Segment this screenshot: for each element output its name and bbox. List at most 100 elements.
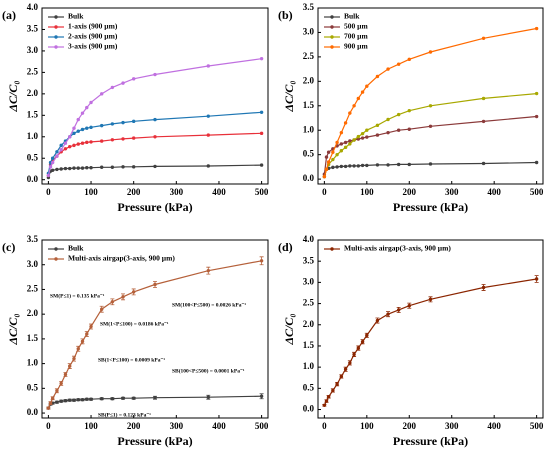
data-point: [396, 128, 401, 132]
x-tick-label: 0: [322, 421, 327, 431]
panel-label: (d): [278, 240, 293, 254]
data-point: [396, 112, 401, 117]
data-point: [85, 165, 89, 170]
data-point: [85, 397, 89, 401]
x-tick-label: 100: [84, 187, 98, 197]
y-tick-label: 2.5: [27, 284, 39, 294]
data-point: [59, 399, 63, 403]
data-point: [99, 165, 104, 169]
data-point: [85, 332, 89, 336]
data-point: [72, 126, 76, 130]
data-point: [331, 388, 335, 393]
y-tick-label: 1.0: [27, 358, 39, 368]
data-point: [356, 137, 361, 141]
data-point: [259, 259, 264, 263]
data-point: [324, 399, 329, 403]
data-point: [407, 108, 411, 113]
data-point: [99, 92, 104, 96]
x-axis-label: Pressure (kPa): [117, 200, 192, 214]
legend-label: 3-axis (900 µm): [68, 42, 118, 51]
data-point: [80, 111, 85, 115]
data-point: [326, 150, 331, 154]
data-point: [68, 398, 72, 402]
data-point: [131, 136, 136, 140]
legend-label: Bulk: [344, 12, 360, 21]
x-axis-label: Pressure (kPa): [393, 434, 468, 448]
plot-frame: [317, 239, 544, 419]
panel-label: (b): [278, 8, 293, 22]
data-point: [360, 340, 365, 344]
data-point: [63, 372, 68, 377]
data-point: [259, 110, 264, 115]
y-tick-label: 0.5: [303, 382, 315, 392]
data-point: [89, 100, 93, 105]
data-point: [348, 142, 352, 146]
data-point: [46, 406, 51, 410]
x-tick-label: 0: [46, 187, 51, 197]
data-point: [99, 397, 104, 401]
data-point: [331, 165, 335, 170]
data-point: [348, 164, 352, 168]
data-point: [481, 285, 486, 290]
data-point: [428, 124, 433, 129]
y-tick-label: 2.0: [27, 88, 39, 98]
data-point: [407, 303, 411, 308]
legend-marker: [330, 247, 334, 251]
panel-label: (a): [2, 8, 16, 22]
data-point: [360, 163, 365, 168]
y-tick-label: 3.0: [303, 27, 315, 37]
data-point: [48, 165, 53, 169]
data-point: [335, 165, 339, 169]
data-point: [481, 36, 486, 41]
data-point: [365, 135, 369, 139]
data-point: [153, 164, 157, 169]
data-point: [352, 104, 356, 108]
data-point: [386, 117, 390, 122]
data-point: [63, 141, 68, 145]
data-point: [153, 282, 157, 287]
series-line: [47, 132, 262, 176]
data-point: [110, 138, 115, 142]
annotation: SB(P≤1) = 0.123 kPa⁻¹: [98, 411, 151, 418]
data-point: [356, 134, 361, 139]
legend-marker: [54, 257, 58, 261]
plot-frame: [317, 7, 544, 185]
annotation: SM(100<P≤500) = 0.0026 kPa⁻¹: [172, 301, 246, 308]
plot-frame: [41, 7, 269, 185]
data-point: [206, 64, 211, 68]
y-tick-label: 1.0: [303, 124, 315, 134]
y-tick-label: 2.5: [27, 66, 39, 76]
y-tick-label: 0.0: [27, 174, 39, 184]
x-tick-label: 300: [170, 421, 184, 431]
data-point: [322, 174, 327, 179]
series-line: [47, 111, 262, 174]
data-point: [80, 339, 85, 344]
x-tick-label: 500: [255, 421, 269, 431]
x-axis-label: Pressure (kPa): [393, 200, 468, 214]
data-point: [72, 143, 76, 148]
data-point: [55, 400, 59, 404]
data-point: [110, 300, 115, 304]
data-point: [386, 163, 390, 167]
data-point: [72, 398, 76, 402]
data-point: [352, 138, 356, 142]
data-point: [360, 131, 365, 136]
data-point: [89, 324, 93, 329]
legend-marker: [54, 247, 58, 251]
data-point: [356, 164, 361, 168]
data-point: [121, 396, 125, 400]
data-point: [259, 56, 264, 61]
data-point: [343, 367, 348, 371]
data-point: [59, 147, 63, 152]
data-point: [206, 133, 211, 137]
y-tick-label: 0.0: [27, 407, 39, 417]
data-point: [428, 50, 433, 54]
data-point: [80, 141, 85, 145]
data-point: [339, 149, 344, 153]
data-point: [131, 290, 136, 294]
data-point: [63, 166, 68, 171]
y-tick-label: 3.5: [27, 234, 39, 244]
x-tick-label: 200: [403, 421, 417, 431]
data-point: [50, 168, 55, 172]
